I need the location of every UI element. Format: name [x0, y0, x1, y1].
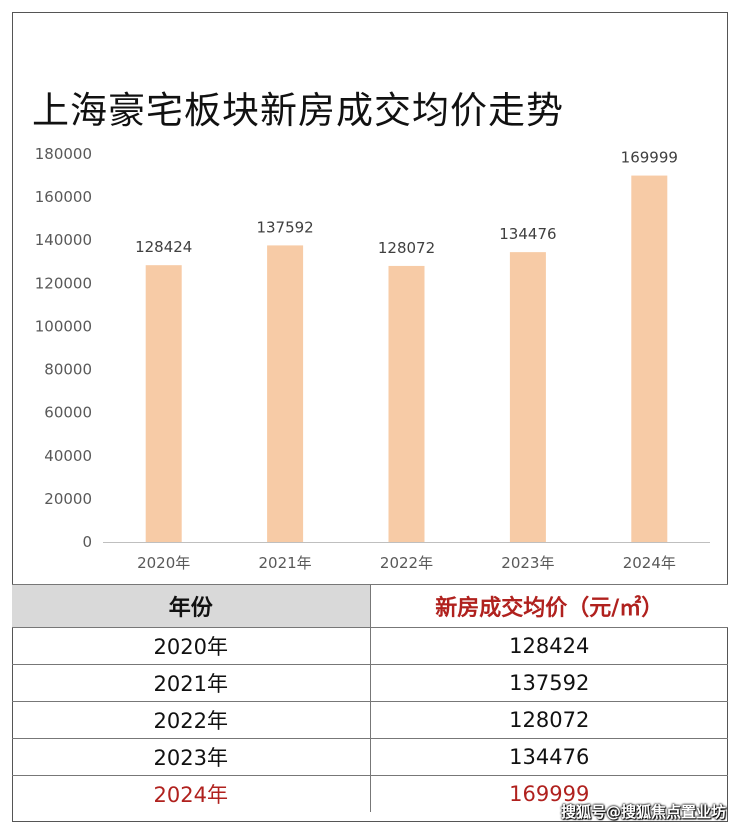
y-tick-label: 140000 — [35, 231, 92, 249]
x-tick-label: 2021年 — [259, 554, 312, 572]
y-tick-label: 0 — [82, 533, 92, 551]
table-row: 2021年 137592 — [12, 664, 728, 702]
data-label: 128072 — [378, 239, 435, 257]
table-row: 2023年 134476 — [12, 738, 728, 776]
bar — [267, 245, 304, 543]
cell-price: 128072 — [370, 701, 728, 739]
cell-year: 2024年 — [12, 775, 371, 812]
bar — [388, 265, 425, 542]
y-tick-label: 40000 — [44, 447, 92, 465]
y-tick-label: 80000 — [44, 361, 92, 379]
data-label: 134476 — [499, 225, 556, 243]
y-tick-label: 120000 — [35, 274, 92, 292]
cell-year: 2022年 — [12, 701, 371, 739]
x-tick-label: 2020年 — [137, 554, 190, 572]
bar — [631, 175, 668, 542]
bar-chart: 0 20000 40000 60000 80000 100000 120000 140000 1… — [35, 145, 710, 572]
bar — [509, 252, 546, 542]
y-tick-label: 60000 — [44, 404, 92, 422]
cell-year: 2020年 — [12, 627, 371, 665]
data-label: 137592 — [256, 218, 313, 236]
header-year: 年份 — [12, 584, 371, 628]
figure-frame — [12, 12, 728, 822]
data-label: 169999 — [621, 149, 678, 167]
cell-price: 134476 — [370, 738, 728, 776]
x-tick-label: 2024年 — [623, 554, 676, 572]
x-tick-label: 2023年 — [501, 554, 554, 572]
cell-year: 2023年 — [12, 738, 371, 776]
watermark: 搜狐号@搜狐焦点置业坊 — [560, 803, 726, 821]
bar — [145, 265, 182, 542]
cell-price: 137592 — [370, 664, 728, 702]
header-price: 新房成交均价（元/㎡） — [370, 584, 728, 628]
cell-price: 128424 — [370, 627, 728, 665]
table-header-row: 年份 新房成交均价（元/㎡） — [12, 584, 728, 628]
y-tick-label: 180000 — [35, 145, 92, 163]
y-tick-label: 160000 — [35, 188, 92, 206]
cell-price: 169999 — [370, 775, 728, 812]
table-row: 2022年 128072 — [12, 701, 728, 739]
price-table: 年份 新房成交均价（元/㎡） 2020年 128424 2021年 137592… — [12, 584, 728, 812]
table-row: 2020年 128424 — [12, 627, 728, 665]
table-row-highlight: 2024年 169999 — [12, 775, 728, 812]
y-tick-label: 100000 — [35, 317, 92, 335]
y-tick-label: 20000 — [44, 490, 92, 508]
chart-title: 上海豪宅板块新房成交均价走势 — [32, 89, 564, 132]
cell-year: 2021年 — [12, 664, 371, 702]
data-label: 128424 — [135, 238, 192, 256]
x-tick-label: 2022年 — [380, 554, 433, 572]
